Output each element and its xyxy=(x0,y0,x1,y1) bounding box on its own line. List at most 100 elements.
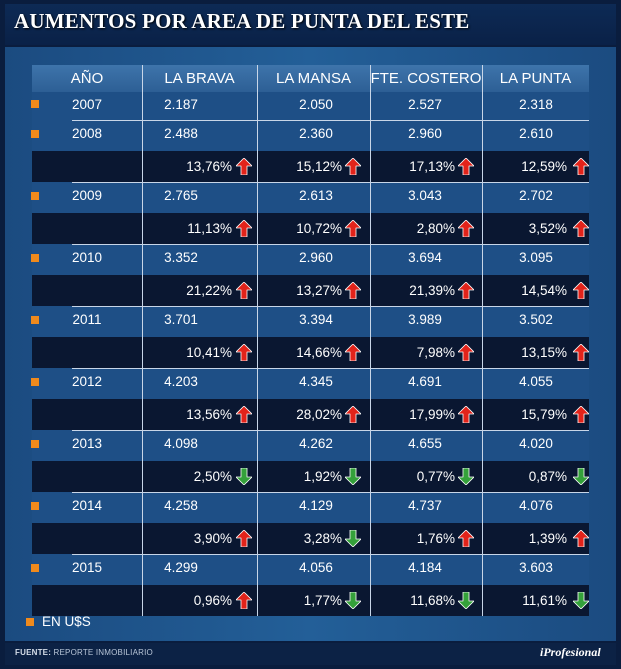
change-cell: 15,12% xyxy=(296,159,342,174)
arrow-up-icon xyxy=(236,344,252,361)
change-cell: 17,13% xyxy=(409,159,455,174)
value-cell: 3.394 xyxy=(299,312,333,327)
row-year: 2013 xyxy=(71,436,103,451)
change-cell: 13,76% xyxy=(186,159,232,174)
table-header xyxy=(32,65,589,92)
source-text: REPORTE INMOBILIARIO xyxy=(53,648,153,657)
value-cell: 4.345 xyxy=(299,374,333,389)
change-cell: 14,54% xyxy=(521,283,567,298)
value-cell: 2.050 xyxy=(299,96,333,112)
column-header: LA BRAVA xyxy=(164,70,235,87)
value-cell: 4.184 xyxy=(408,560,442,575)
value-cell: 2.527 xyxy=(408,96,442,112)
table-row-values xyxy=(32,492,589,523)
arrow-up-icon xyxy=(236,592,252,609)
arrow-up-icon xyxy=(236,220,252,237)
arrow-down-icon xyxy=(236,468,252,485)
table-row-changes xyxy=(32,337,589,368)
column-header: FTE. COSTERO xyxy=(370,70,482,87)
source-note: FUENTE: REPORTE INMOBILIARIO xyxy=(15,648,153,657)
arrow-up-icon xyxy=(458,158,474,175)
row-year: 2007 xyxy=(71,96,103,112)
change-cell: 21,22% xyxy=(186,283,232,298)
row-divider xyxy=(72,430,589,431)
change-cell: 12,59% xyxy=(521,159,567,174)
footer-bar xyxy=(5,643,616,665)
table-row-values xyxy=(32,306,589,337)
change-cell: 11,61% xyxy=(522,593,567,608)
arrow-up-icon xyxy=(236,530,252,547)
value-cell: 2.613 xyxy=(299,188,333,203)
value-cell: 3.352 xyxy=(164,250,198,265)
change-cell: 1,76% xyxy=(416,531,455,546)
row-year: 2010 xyxy=(71,250,103,265)
value-cell: 4.203 xyxy=(164,374,198,389)
change-cell: 13,27% xyxy=(296,283,342,298)
arrow-up-icon xyxy=(236,158,252,175)
column-divider xyxy=(482,65,483,616)
change-cell: 11,68% xyxy=(410,593,455,608)
row-bullet-icon xyxy=(31,129,39,138)
row-bullet-icon xyxy=(31,501,39,510)
arrow-down-icon xyxy=(345,468,361,485)
column-divider xyxy=(142,65,143,616)
table-row-changes xyxy=(32,523,589,554)
column-divider xyxy=(370,65,371,616)
arrow-up-icon xyxy=(236,282,252,299)
row-year: 2009 xyxy=(71,188,103,203)
arrow-up-icon xyxy=(573,344,589,361)
row-divider xyxy=(72,368,589,369)
row-divider xyxy=(72,306,589,307)
arrow-up-icon xyxy=(573,158,589,175)
legend-bullet-icon xyxy=(26,618,34,626)
change-cell: 1,39% xyxy=(528,531,567,546)
arrow-up-icon xyxy=(573,220,589,237)
change-cell: 15,79% xyxy=(521,407,567,422)
change-cell: 0,87% xyxy=(528,469,567,484)
change-cell: 13,56% xyxy=(186,407,232,422)
chart-title: AUMENTOS POR AREA DE PUNTA DEL ESTE xyxy=(14,9,470,33)
change-cell: 3,28% xyxy=(303,531,342,546)
value-cell: 2.960 xyxy=(408,126,442,141)
table-row-changes xyxy=(32,275,589,306)
change-cell: 0,96% xyxy=(193,593,232,608)
row-divider xyxy=(72,492,589,493)
value-cell: 4.098 xyxy=(164,436,198,451)
value-cell: 2.318 xyxy=(519,96,553,112)
column-header: LA PUNTA xyxy=(499,70,572,87)
table-row-values xyxy=(32,120,589,151)
row-bullet-icon xyxy=(31,100,39,108)
value-cell: 2.960 xyxy=(299,250,333,265)
row-divider xyxy=(72,182,589,183)
arrow-up-icon xyxy=(458,344,474,361)
change-cell: 28,02% xyxy=(296,407,342,422)
change-cell: 11,13% xyxy=(187,221,232,236)
change-cell: 1,92% xyxy=(303,469,342,484)
value-cell: 2.187 xyxy=(164,96,198,112)
value-cell: 2.488 xyxy=(164,126,198,141)
arrow-up-icon xyxy=(345,220,361,237)
arrow-up-icon xyxy=(573,530,589,547)
legend-unit: EN U$S xyxy=(42,614,91,629)
value-cell: 3.502 xyxy=(519,312,553,327)
arrow-up-icon xyxy=(345,406,361,423)
value-cell: 4.262 xyxy=(299,436,333,451)
value-cell: 3.694 xyxy=(408,250,442,265)
row-divider xyxy=(72,120,589,121)
arrow-up-icon xyxy=(345,344,361,361)
value-cell: 3.043 xyxy=(408,188,442,203)
row-bullet-icon xyxy=(31,191,39,200)
change-cell: 3,90% xyxy=(193,531,232,546)
row-year: 2011 xyxy=(72,312,102,327)
row-bullet-icon xyxy=(31,253,39,262)
row-year: 2008 xyxy=(71,126,103,141)
publisher-logo: iProfesional xyxy=(540,645,601,659)
change-cell: 17,99% xyxy=(409,407,455,422)
row-year: 2014 xyxy=(71,498,103,513)
change-cell: 2,80% xyxy=(416,221,455,236)
value-cell: 4.258 xyxy=(164,498,198,513)
value-cell: 2.360 xyxy=(299,126,333,141)
title-bar xyxy=(5,4,616,45)
change-cell: 10,72% xyxy=(296,221,342,236)
arrow-up-icon xyxy=(345,158,361,175)
